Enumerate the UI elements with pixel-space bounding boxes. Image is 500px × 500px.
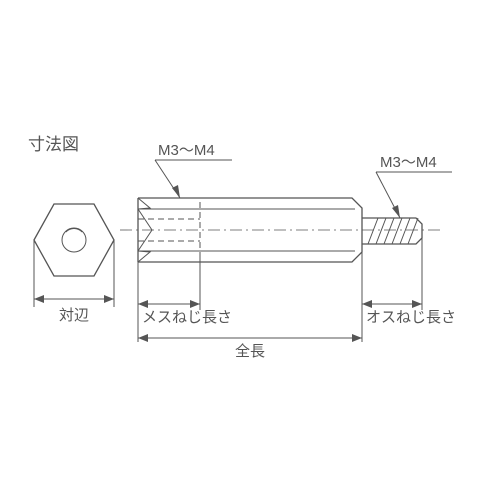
left-vee-3 [138,251,150,262]
left-vee-1 [138,198,150,209]
hatch-2 [376,218,386,244]
label-top-thread: M3～M4 [158,142,215,159]
hatch-5 [400,218,410,244]
label-overall-length: 全長 [235,342,265,360]
diagram-title: 寸法図 [28,135,79,154]
hatch-3 [384,218,394,244]
dim-overall-length [138,334,362,342]
label-across-flats: 対辺 [59,307,89,324]
label-male-length: オスねじ長さ [366,309,456,326]
dim-across-flats [34,295,114,303]
label-female-length: メスねじ長さ [142,309,232,326]
hex-outline [34,204,114,276]
standoff-side-view [120,198,440,262]
leader-top [155,160,232,198]
dimension-diagram: 寸法図 対辺 [0,0,500,500]
hex-bore [62,228,86,252]
hatch-6 [408,218,418,244]
label-right-thread: M3～M4 [380,154,437,171]
male-thread [362,218,422,244]
hatch-4 [392,218,402,244]
hatch-1 [368,218,378,244]
leader-right [376,172,452,218]
dim-female-length [138,300,200,308]
hex-end-view: 対辺 [34,204,114,324]
dim-male-length [362,300,422,308]
